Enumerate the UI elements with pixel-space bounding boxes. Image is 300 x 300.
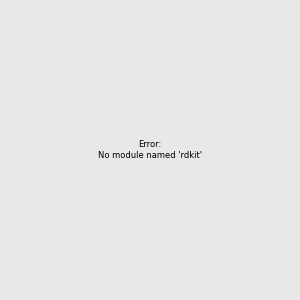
- Text: Error:
No module named 'rdkit': Error: No module named 'rdkit': [98, 140, 202, 160]
